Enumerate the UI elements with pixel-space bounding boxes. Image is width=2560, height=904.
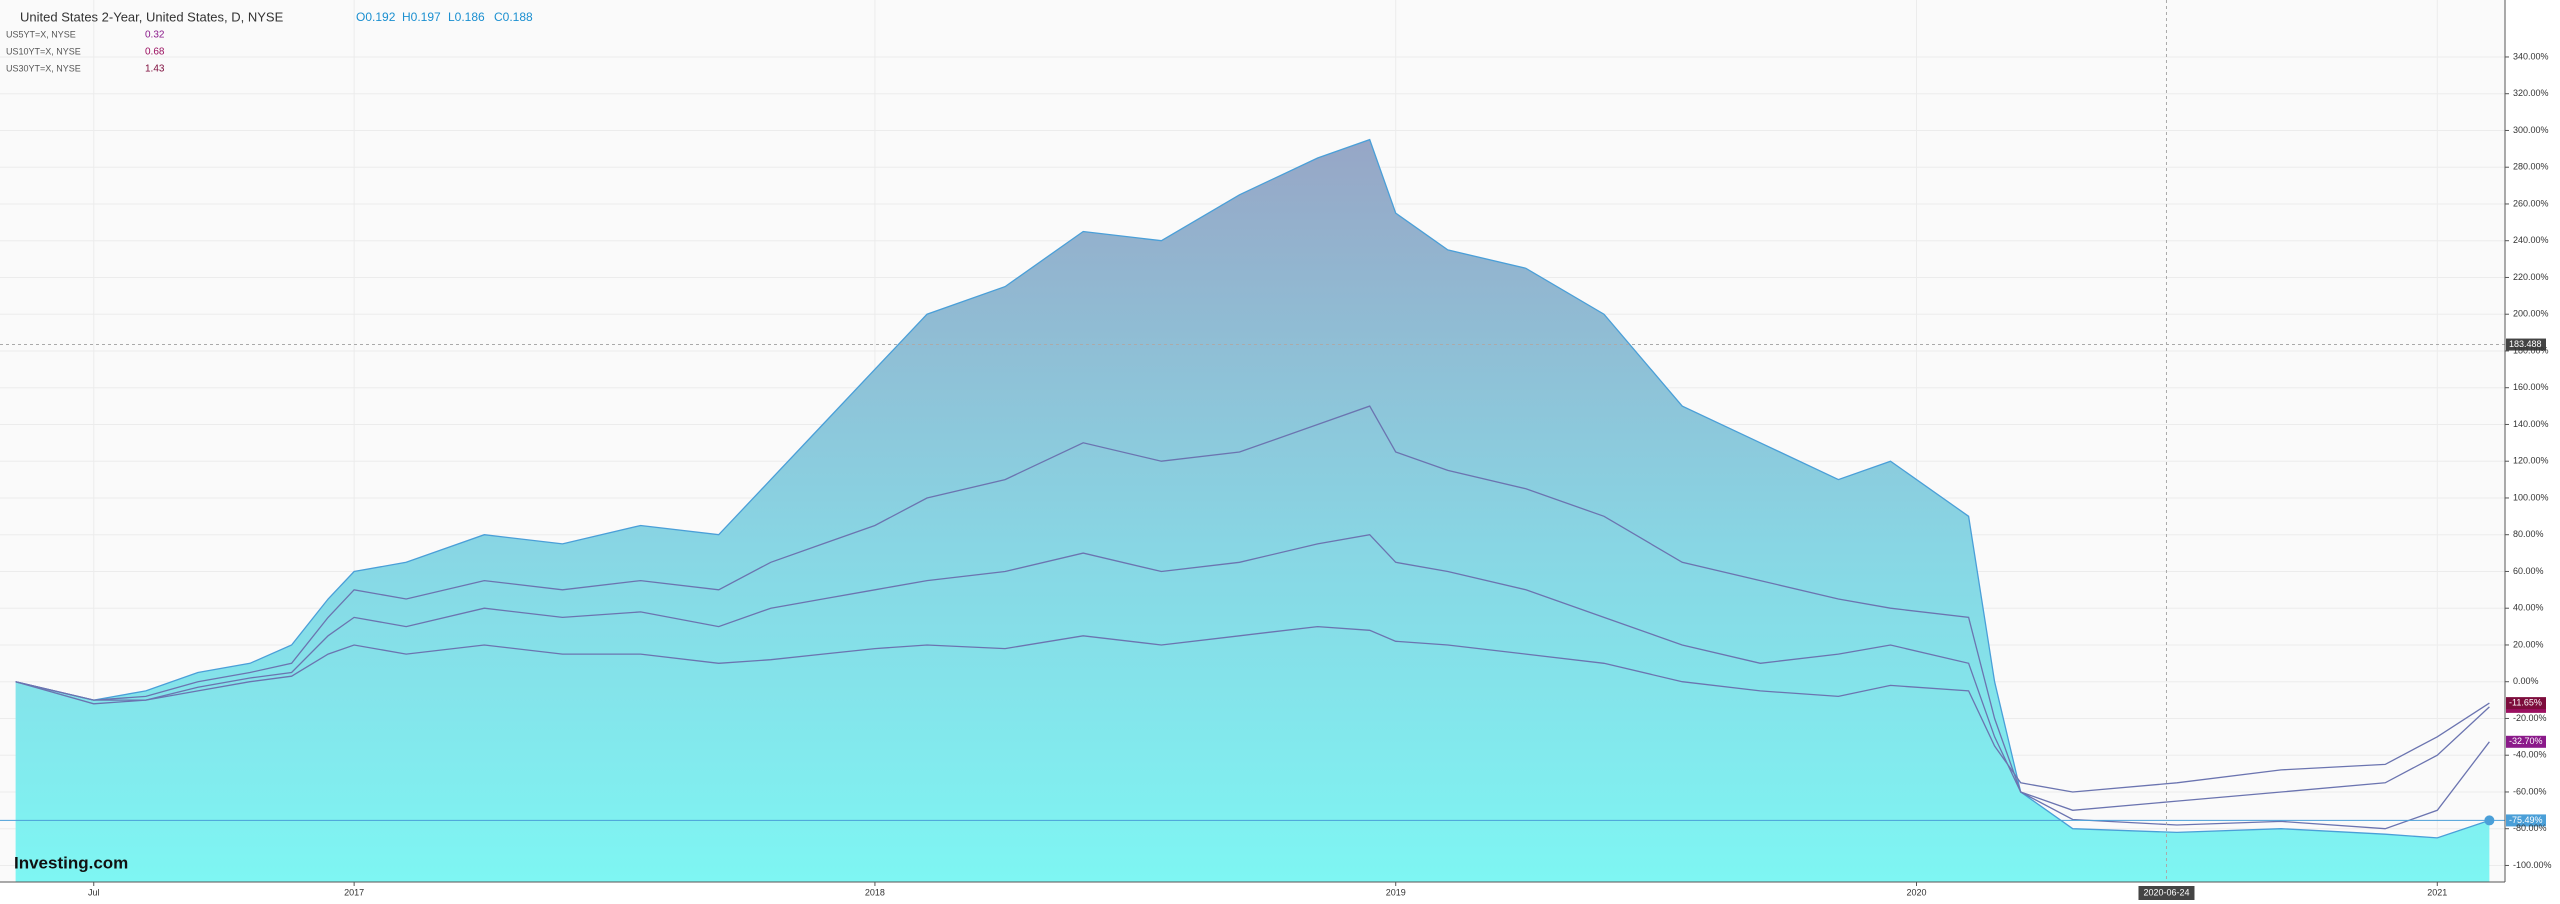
ohlc-open: O0.192 (356, 10, 396, 24)
ohlc-high: H0.197 (402, 10, 441, 24)
end-label-bg (2506, 735, 2546, 748)
legend-name: US10YT=X, NYSE (6, 46, 81, 56)
crosshair-y-label: 183.488 (2509, 339, 2542, 349)
y-tick-label: -20.00% (2513, 713, 2547, 723)
y-tick-label: 60.00% (2513, 566, 2544, 576)
y-tick-label: 20.00% (2513, 639, 2544, 649)
logo: Investing.com (14, 853, 128, 872)
y-tick-label: 240.00% (2513, 235, 2549, 245)
ohlc-close: C0.188 (494, 10, 533, 24)
y-tick-label: -40.00% (2513, 750, 2547, 760)
end-label: -32.70% (2509, 736, 2543, 746)
y-tick-label: 340.00% (2513, 51, 2549, 61)
y-tick-label: 200.00% (2513, 309, 2549, 319)
y-tick-label: 220.00% (2513, 272, 2549, 282)
crosshair-x-label: 2020-06-24 (2143, 887, 2189, 897)
y-tick-label: -60.00% (2513, 786, 2547, 796)
x-tick-label: Jul (88, 887, 100, 897)
area (15, 139, 2490, 883)
line (15, 405, 2490, 830)
y-tick-label: 140.00% (2513, 419, 2549, 429)
end-label: -11.65% (2509, 697, 2542, 707)
y-tick-label: 160.00% (2513, 382, 2549, 392)
end-label-bg (2506, 814, 2546, 827)
legend-value: 0.68 (145, 47, 165, 58)
legend-value: 0.32 (145, 30, 165, 41)
y-tick-label: 120.00% (2513, 456, 2549, 466)
end-label: -75.49% (2509, 815, 2543, 825)
x-tick-label: 2018 (865, 887, 885, 897)
x-tick-label: 2017 (344, 887, 364, 897)
y-tick-label: -80.00% (2513, 823, 2547, 833)
y-tick-label: 80.00% (2513, 529, 2544, 539)
end-label-bg (2506, 697, 2546, 710)
chart-title: United States 2-Year, United States, D, … (20, 9, 284, 24)
legend-name: US5YT=X, NYSE (6, 29, 76, 39)
last-point (2484, 815, 2495, 826)
ohlc-low: L0.186 (448, 10, 485, 24)
y-tick-label: 40.00% (2513, 603, 2544, 613)
y-tick-label: -100.00% (2513, 860, 2552, 870)
x-tick-label: 2021 (2427, 887, 2447, 897)
legend-name: US30YT=X, NYSE (6, 63, 81, 73)
line (15, 138, 2490, 839)
y-tick-label: 280.00% (2513, 162, 2549, 172)
y-tick-label: 300.00% (2513, 125, 2549, 135)
y-tick-label: 320.00% (2513, 88, 2549, 98)
line (15, 625, 2490, 793)
crosshair-y-bg (2506, 338, 2546, 351)
y-tick-label: 0.00% (2513, 676, 2539, 686)
y-tick-label: 260.00% (2513, 198, 2549, 208)
x-tick-label: 2020 (1906, 887, 1926, 897)
legend-value: 1.43 (145, 64, 165, 75)
x-tick-label: 2019 (1386, 887, 1406, 897)
crosshair-x-bg (2138, 886, 2195, 900)
y-tick-label: 100.00% (2513, 492, 2549, 502)
y-tick-label: 180.00% (2513, 345, 2549, 355)
